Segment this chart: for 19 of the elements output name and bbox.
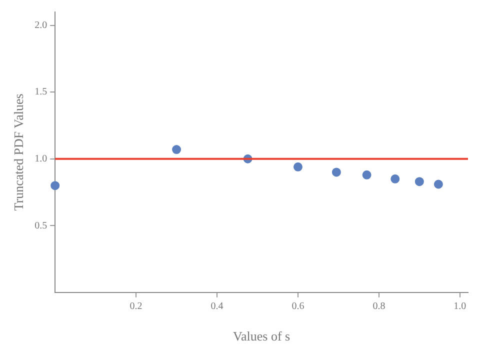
- x-tick-label: 0.6: [292, 301, 304, 312]
- x-tick-label: 0.2: [130, 301, 142, 312]
- point: [390, 174, 400, 184]
- x-tick-label: 0.8: [372, 301, 386, 312]
- y-tick-label: 2.0: [34, 20, 48, 31]
- x-tick-label: 0.4: [210, 301, 224, 312]
- point: [362, 170, 372, 180]
- point: [50, 181, 60, 190]
- y-tick-label: 0.5: [34, 220, 48, 232]
- point: [332, 168, 341, 177]
- x-axis-title: Values of s: [233, 328, 290, 344]
- point: [293, 162, 302, 172]
- x-tick-label: 1.0: [454, 301, 466, 312]
- point: [434, 180, 443, 189]
- point: [172, 145, 182, 154]
- y-axis-title: Truncated PDF Values: [11, 94, 26, 211]
- point: [414, 177, 424, 186]
- y-tick-label: 1.0: [34, 154, 48, 164]
- y-tick-label: 1.5: [34, 86, 48, 98]
